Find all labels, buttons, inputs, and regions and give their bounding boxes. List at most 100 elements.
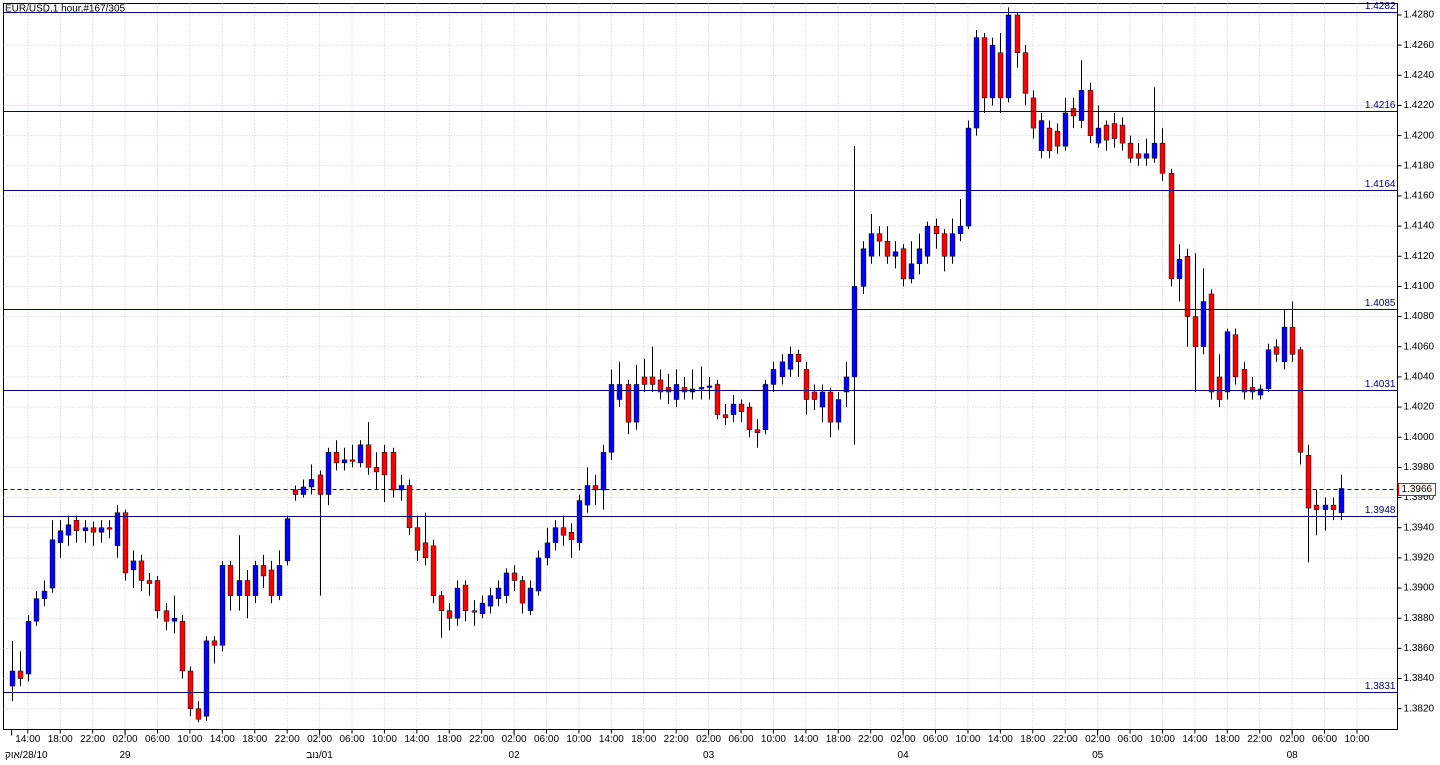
candle-body: [860, 248, 867, 287]
candle-body: [1168, 173, 1175, 280]
candle-body: [868, 233, 875, 257]
candle-body: [1297, 349, 1304, 453]
candle-body: [673, 384, 680, 400]
x-tick-label: 14:00: [15, 734, 40, 745]
candle-body: [908, 263, 915, 280]
candle-body: [284, 518, 291, 562]
level-label: 1.4216: [1365, 100, 1396, 111]
candle-body: [163, 610, 170, 622]
candle-body: [236, 580, 243, 596]
current-price-label: 1.3966: [1402, 484, 1433, 495]
candle-body: [1322, 504, 1329, 510]
level-label: 1.4282: [1365, 1, 1396, 12]
candle-body: [462, 584, 469, 611]
candle-body: [1070, 108, 1077, 117]
y-tick-label: 1.3860: [1404, 643, 1435, 654]
candle-body: [851, 286, 858, 378]
candle-body: [57, 530, 64, 544]
level-label: 1.4164: [1365, 179, 1396, 190]
candle-body: [195, 708, 202, 720]
x-tick-label: 02:00: [1280, 734, 1305, 745]
candle-body: [33, 598, 40, 622]
candle-body: [300, 486, 307, 495]
candle-body: [941, 233, 948, 257]
level-label: 1.3831: [1365, 681, 1396, 692]
candle-body: [997, 52, 1004, 99]
candle-body: [965, 127, 972, 227]
candle-body: [244, 580, 251, 596]
candle-body: [1232, 334, 1239, 378]
candle-body: [876, 233, 883, 242]
candle-body: [625, 384, 632, 423]
x-tick-label: 10:00: [177, 734, 202, 745]
candle-body: [65, 524, 72, 536]
x-tick-label: 06:00: [1118, 734, 1143, 745]
candle-body: [1192, 316, 1199, 347]
y-tick-label: 1.4060: [1404, 341, 1435, 352]
candle-body: [17, 670, 24, 679]
candle-body: [438, 595, 445, 611]
candle-body: [1289, 326, 1296, 355]
x-tick-label: 14:00: [404, 734, 429, 745]
y-tick-label: 1.4220: [1404, 100, 1435, 111]
y-tick-label: 1.4020: [1404, 402, 1435, 413]
candle-body: [308, 479, 315, 488]
candle-body: [1224, 331, 1231, 393]
candle-body: [787, 354, 794, 370]
candle-body: [365, 444, 372, 468]
y-tick-label: 1.4100: [1404, 281, 1435, 292]
y-tick-label: 1.4200: [1404, 130, 1435, 141]
date-label: 04: [898, 750, 910, 761]
y-tick-label: 1.3900: [1404, 583, 1435, 594]
candle-body: [357, 444, 364, 464]
candle-body: [1249, 387, 1256, 393]
x-tick-label: 10:00: [761, 734, 786, 745]
candle-body: [681, 387, 688, 393]
y-tick-label: 1.3980: [1404, 462, 1435, 473]
candle-body: [1257, 388, 1264, 396]
candle-body: [276, 565, 283, 596]
x-tick-label: 18:00: [242, 734, 267, 745]
chart-title: EUR/USD,1 hour,#167/305: [5, 4, 126, 15]
candle-body: [949, 233, 956, 257]
candle-body: [730, 403, 737, 415]
candle-body: [746, 406, 753, 430]
x-tick-label: 06:00: [923, 734, 948, 745]
x-tick-label: 02:00: [113, 734, 138, 745]
candle-body: [1241, 369, 1248, 393]
candle-body: [584, 485, 591, 506]
candle-body: [1087, 90, 1094, 136]
x-tick-label: 10:00: [566, 734, 591, 745]
date-label: 03: [703, 750, 715, 761]
candle-body: [422, 542, 429, 559]
candle-body: [1078, 90, 1085, 121]
candle-body: [446, 610, 453, 619]
level-label: 1.3948: [1365, 505, 1396, 516]
candle-body: [1159, 142, 1166, 174]
x-tick-label: 14:00: [793, 734, 818, 745]
y-tick-label: 1.4000: [1404, 432, 1435, 443]
y-tick-label: 1.4260: [1404, 40, 1435, 51]
y-tick-label: 1.4120: [1404, 251, 1435, 262]
candle-body: [268, 569, 275, 596]
candle-body: [25, 620, 32, 675]
candle-body: [41, 590, 48, 599]
candle-body: [381, 452, 388, 476]
x-tick-label: 02:00: [502, 734, 527, 745]
y-tick-label: 1.4040: [1404, 372, 1435, 383]
x-tick-label: 14:00: [210, 734, 235, 745]
candle-body: [341, 459, 348, 464]
y-tick-label: 1.3940: [1404, 522, 1435, 533]
x-tick-label: 18:00: [1215, 734, 1240, 745]
level-label: 1.4085: [1365, 298, 1396, 309]
candle-body: [811, 391, 818, 400]
candle-body: [1216, 376, 1223, 400]
level-label: 1.4031: [1365, 379, 1396, 390]
y-tick-label: 1.3840: [1404, 673, 1435, 684]
candle-body: [1305, 455, 1312, 509]
candle-body: [779, 361, 786, 378]
candle-body: [527, 587, 534, 611]
candle-body: [390, 452, 397, 491]
candle-body: [957, 225, 964, 234]
